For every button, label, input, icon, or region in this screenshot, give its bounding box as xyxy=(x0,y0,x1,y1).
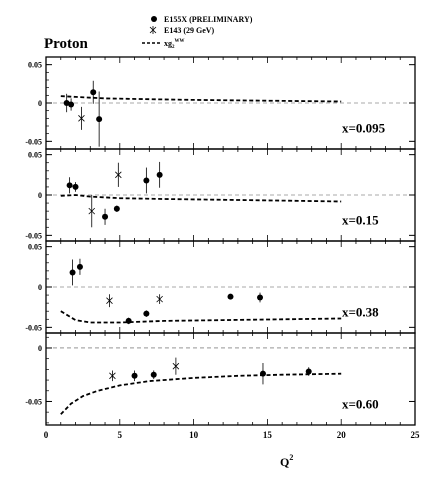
x-tick-label: 0 xyxy=(44,430,49,440)
y-tick-label: 0 xyxy=(38,99,42,108)
x-tick-label: 20 xyxy=(337,430,347,440)
e155x-point xyxy=(66,182,73,189)
y-tick-label: -0.05 xyxy=(25,231,42,240)
e155x-point xyxy=(113,205,120,212)
e155x-point xyxy=(143,177,150,184)
e143-point xyxy=(115,171,122,179)
y-tick-label: 0.05 xyxy=(28,61,42,70)
theory-curve xyxy=(60,95,342,103)
y-tick-label: -0.05 xyxy=(25,323,42,332)
e155x-point xyxy=(72,183,79,190)
legend-e143-marker xyxy=(149,26,157,34)
panel-label: x=0.60 xyxy=(342,396,379,411)
panel-x=0.15: 0.05 0 -0.05 x=0.15 xyxy=(25,148,416,242)
panel-label: x=0.095 xyxy=(342,120,386,135)
e143-point xyxy=(156,295,163,303)
figure-label: Proton xyxy=(44,36,89,52)
legend: E155X (PRELIMINARY) E143 (29 GeV) xg2WW xyxy=(142,15,253,50)
e155x-point xyxy=(305,368,312,375)
theory-curve xyxy=(60,194,342,203)
x-axis-tick-labels: 0 5 10 15 20 25 xyxy=(44,430,420,440)
e155x-point xyxy=(150,371,157,378)
e155x-point xyxy=(143,310,150,317)
legend-e155x-label: E155X (PRELIMINARY) xyxy=(164,15,253,24)
e155x-point xyxy=(68,101,75,108)
x-tick-label: 10 xyxy=(189,430,199,440)
x-tick-label: 15 xyxy=(263,430,273,440)
e155x-point xyxy=(69,269,76,276)
theory-curve xyxy=(60,310,342,324)
e143-point xyxy=(106,297,113,305)
panel-label: x=0.38 xyxy=(342,304,379,319)
e155x-point xyxy=(156,171,163,178)
panel-frame xyxy=(45,332,416,426)
e155x-point xyxy=(76,263,83,270)
y-tick-label: 0.05 xyxy=(28,243,42,252)
e155x-point xyxy=(90,89,97,96)
x-tick-label: 5 xyxy=(118,430,123,440)
e143-point xyxy=(109,372,116,380)
e143-point xyxy=(88,207,96,215)
legend-e143-label: E143 (29 GeV) xyxy=(164,26,215,35)
panel-x=0.38: 0.05 0 -0.05 x=0.38 xyxy=(25,240,416,334)
x-axis-label: Q2 xyxy=(280,453,293,469)
panel-x=0.60: 0 -0.05 x=0.60 xyxy=(25,332,416,426)
e143-point xyxy=(172,362,180,370)
theory-curve xyxy=(60,372,342,415)
y-tick-label: 0.05 xyxy=(28,151,42,160)
y-tick-label: 0 xyxy=(38,344,42,353)
e155x-point xyxy=(102,213,109,220)
legend-e155x-marker xyxy=(151,16,157,22)
y-tick-label: -0.05 xyxy=(25,397,42,406)
legend-theory-label: xg2WW xyxy=(164,39,185,50)
e155x-point xyxy=(257,294,264,301)
y-tick-label: 0 xyxy=(38,191,42,200)
y-tick-label: -0.05 xyxy=(25,137,42,146)
e155x-point xyxy=(96,116,103,123)
panels: 0.05 0 -0.05 x=0.095 0.05 0 -0.05 x=0.15 0.05 0 -0… xyxy=(25,56,416,426)
x-tick-label: 25 xyxy=(411,430,421,440)
panel-label: x=0.15 xyxy=(342,212,379,227)
y-tick-label: 0 xyxy=(38,283,42,292)
e155x-point xyxy=(131,372,138,379)
panel-x=0.095: 0.05 0 -0.05 x=0.095 xyxy=(25,56,416,150)
e155x-point xyxy=(227,293,234,300)
e143-point xyxy=(78,115,85,122)
